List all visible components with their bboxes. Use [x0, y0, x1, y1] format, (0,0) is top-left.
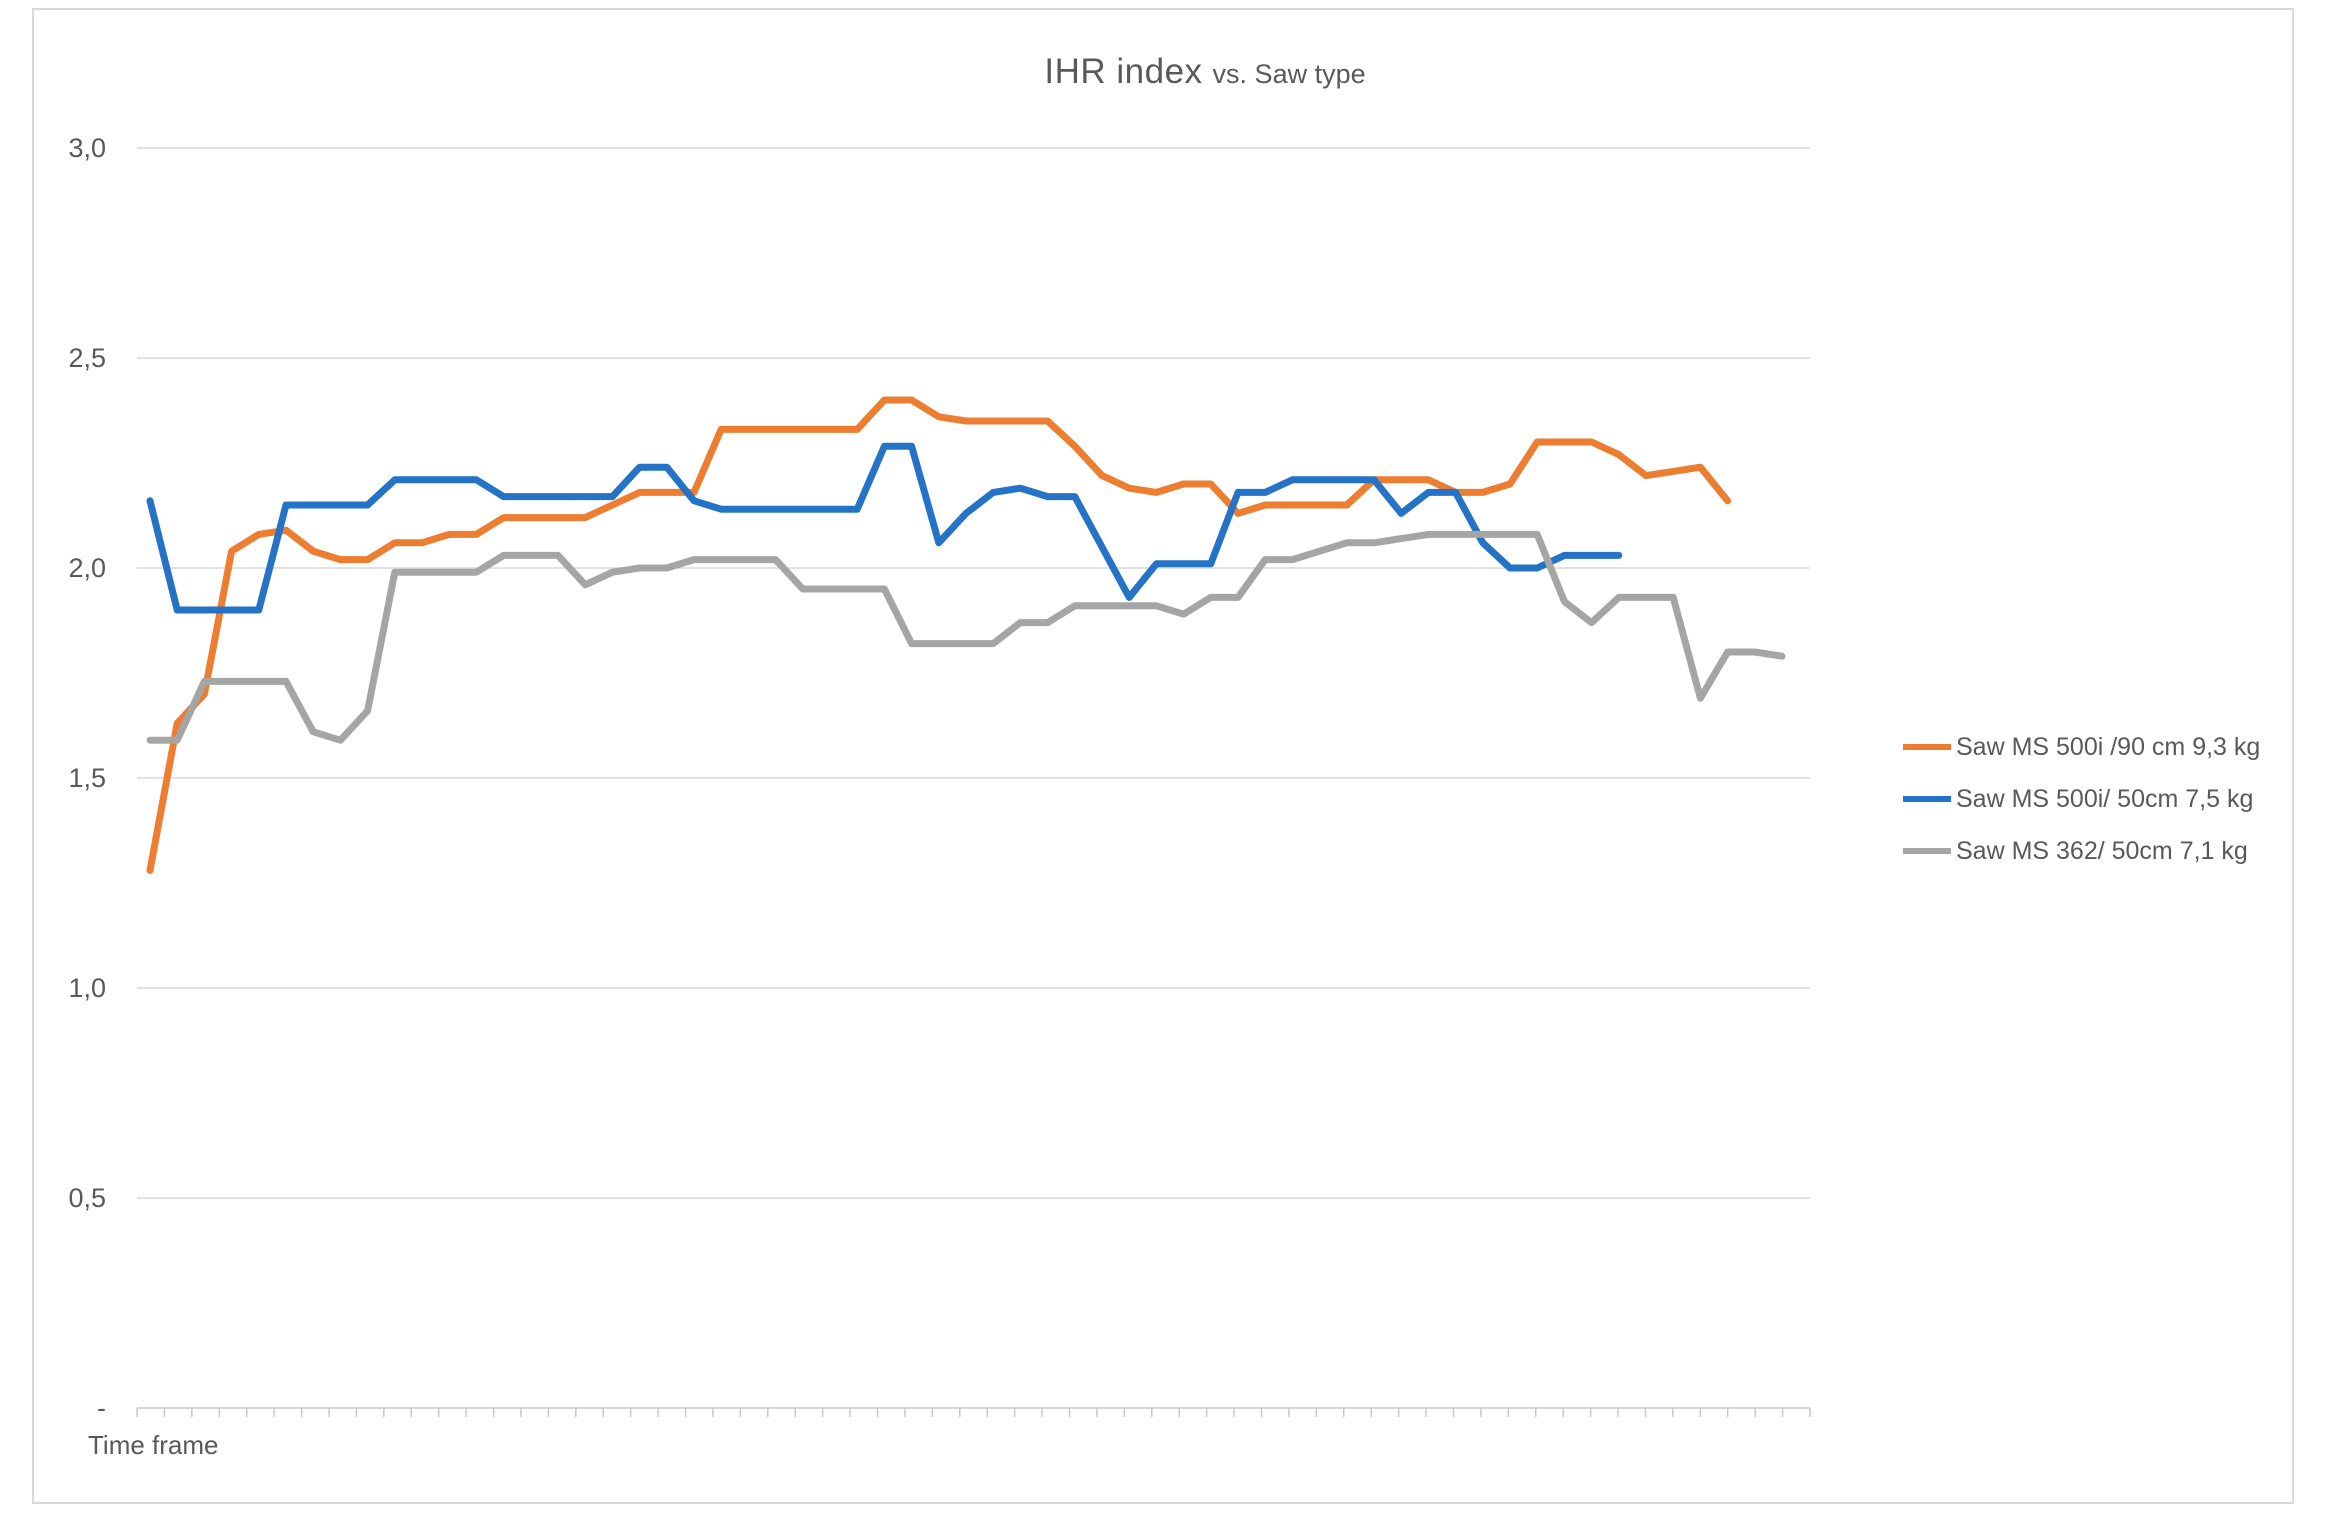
legend-label: Saw MS 362/ 50cm 7,1 kg: [1956, 836, 2248, 865]
legend-label: Saw MS 500i/ 50cm 7,5 kg: [1956, 784, 2254, 813]
legend-line-swatch-blue: [1903, 796, 1951, 802]
legend-label: Saw MS 500i /90 cm 9,3 kg: [1956, 732, 2261, 761]
chart-frame: [32, 8, 2294, 1504]
y-tick-label-2.0: 2,0: [68, 553, 106, 583]
chart-title-suffix: vs. Saw type: [1212, 59, 1366, 89]
legend-line-swatch-gray: [1903, 848, 1951, 854]
y-tick-label-zero: -: [97, 1393, 106, 1423]
series-line-2: [146, 530, 1786, 744]
y-tick-label-2.5: 2,5: [68, 343, 106, 373]
y-tick-label-1.0: 1,0: [68, 973, 106, 1003]
legend-item-saw-ms500i-50cm: Saw MS 500i/ 50cm 7,5 kg: [1903, 785, 2260, 813]
legend: Saw MS 500i /90 cm 9,3 kg Saw MS 500i/ 5…: [1903, 733, 2260, 865]
series-line-0: [146, 396, 1732, 874]
y-tick-label-1.5: 1,5: [68, 763, 106, 793]
legend-line-swatch-orange: [1903, 744, 1951, 750]
legend-item-saw-ms362-50cm: Saw MS 362/ 50cm 7,1 kg: [1903, 837, 2260, 865]
legend-item-saw-ms500i-90cm: Saw MS 500i /90 cm 9,3 kg: [1903, 733, 2260, 761]
chart-title-main: IHR index: [1044, 52, 1203, 91]
chart-title: IHR index vs. Saw type: [1044, 52, 1365, 92]
series-line-1: [146, 442, 1623, 614]
y-tick-label-0.5: 0,5: [68, 1183, 106, 1213]
y-tick-label-3.0: 3,0: [68, 133, 106, 163]
x-axis-title: Time frame: [88, 1430, 219, 1460]
